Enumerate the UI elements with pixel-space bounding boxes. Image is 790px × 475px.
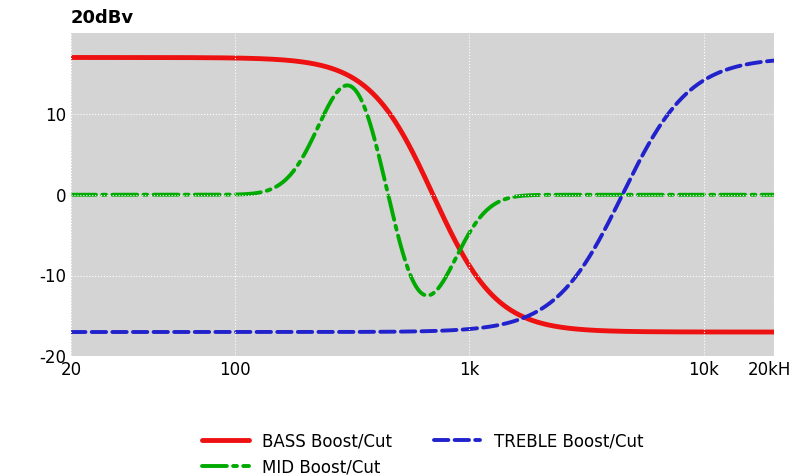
BASS Boost/Cut: [769, 329, 779, 335]
MID Boost/Cut: [66, 192, 76, 198]
TREBLE Boost/Cut: [146, 329, 156, 335]
MID Boost/Cut: [146, 192, 156, 198]
BASS Boost/Cut: [146, 55, 156, 60]
MID Boost/Cut: [756, 192, 766, 198]
TREBLE Boost/Cut: [769, 58, 779, 64]
TREBLE Boost/Cut: [66, 329, 76, 335]
MID Boost/Cut: [367, 125, 376, 131]
MID Boost/Cut: [680, 192, 690, 198]
BASS Boost/Cut: [680, 329, 690, 335]
BASS Boost/Cut: [66, 55, 76, 60]
Text: 20dBv: 20dBv: [71, 9, 134, 27]
MID Boost/Cut: [343, 83, 352, 88]
TREBLE Boost/Cut: [755, 59, 765, 65]
BASS Boost/Cut: [188, 55, 198, 60]
Line: BASS Boost/Cut: BASS Boost/Cut: [71, 57, 774, 332]
Line: TREBLE Boost/Cut: TREBLE Boost/Cut: [71, 61, 774, 332]
BASS Boost/Cut: [755, 329, 765, 335]
TREBLE Boost/Cut: [188, 329, 198, 335]
TREBLE Boost/Cut: [680, 93, 690, 98]
MID Boost/Cut: [769, 192, 779, 198]
BASS Boost/Cut: [336, 69, 345, 75]
MID Boost/Cut: [336, 86, 345, 91]
TREBLE Boost/Cut: [367, 329, 376, 335]
BASS Boost/Cut: [367, 89, 376, 95]
Legend: BASS Boost/Cut, MID Boost/Cut, TREBLE Boost/Cut: BASS Boost/Cut, MID Boost/Cut, TREBLE Bo…: [195, 426, 650, 475]
Line: MID Boost/Cut: MID Boost/Cut: [71, 86, 774, 295]
MID Boost/Cut: [423, 293, 432, 298]
TREBLE Boost/Cut: [336, 329, 345, 335]
MID Boost/Cut: [188, 192, 198, 198]
